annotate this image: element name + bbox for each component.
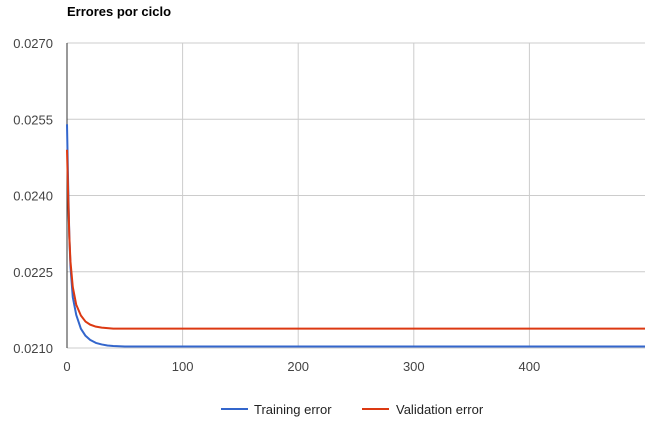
- y-axis-ticks: 0.0210 0.0225 0.0240 0.0255 0.0270: [13, 36, 53, 356]
- series-line-training-error: [66, 124, 645, 348]
- y-tick-label: 0.0255: [13, 112, 53, 127]
- y-tick-label: 0.0240: [13, 189, 53, 204]
- legend-label: Training error: [254, 402, 332, 417]
- x-tick-label: 400: [519, 359, 541, 374]
- x-tick-label: 0: [63, 359, 70, 374]
- y-tick-label: 0.0210: [13, 341, 53, 356]
- x-tick-label: 100: [172, 359, 194, 374]
- y-tick-label: 0.0270: [13, 36, 53, 51]
- series-line-validation-error: [66, 149, 645, 330]
- x-tick-label: 200: [287, 359, 309, 374]
- y-tick-label: 0.0225: [13, 265, 53, 280]
- legend-label: Validation error: [396, 402, 484, 417]
- x-axis-ticks: 0 100 200 300 400: [63, 359, 540, 374]
- chart-title: Errores por ciclo: [67, 4, 172, 19]
- legend: Training error Validation error: [221, 402, 484, 417]
- grid-lines: [67, 42, 645, 349]
- x-tick-label: 300: [403, 359, 425, 374]
- series-lines: [66, 124, 645, 348]
